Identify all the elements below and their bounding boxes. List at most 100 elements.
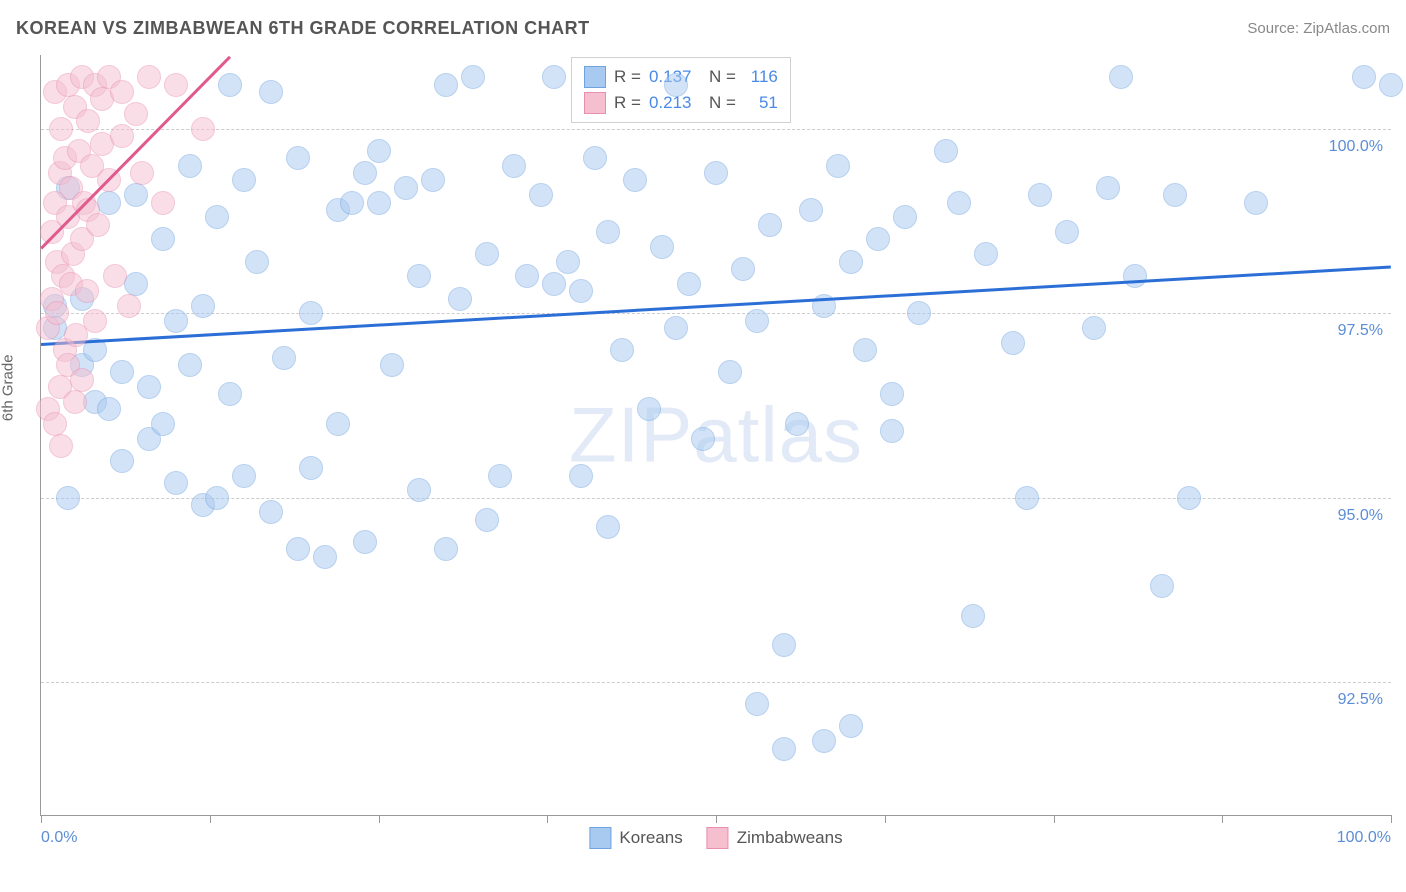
data-point — [812, 729, 836, 753]
data-point — [286, 146, 310, 170]
data-point — [178, 353, 202, 377]
data-point — [434, 537, 458, 561]
gridline — [41, 129, 1391, 130]
data-point — [45, 301, 69, 325]
data-point — [826, 154, 850, 178]
data-point — [799, 198, 823, 222]
data-point — [83, 309, 107, 333]
data-point — [758, 213, 782, 237]
y-tick-label: 92.5% — [1338, 691, 1383, 709]
x-tick — [210, 815, 211, 823]
x-tick-label: 0.0% — [41, 829, 77, 847]
data-point — [1109, 65, 1133, 89]
data-point — [218, 382, 242, 406]
data-point — [1096, 176, 1120, 200]
data-point — [974, 242, 998, 266]
data-point — [704, 161, 728, 185]
data-point — [461, 65, 485, 89]
data-point — [556, 250, 580, 274]
data-point — [772, 633, 796, 657]
data-point — [677, 272, 701, 296]
data-point — [164, 73, 188, 97]
data-point — [164, 471, 188, 495]
chart-title: KOREAN VS ZIMBABWEAN 6TH GRADE CORRELATI… — [16, 18, 590, 39]
data-point — [1244, 191, 1268, 215]
data-point — [259, 500, 283, 524]
data-point — [1123, 264, 1147, 288]
data-point — [353, 530, 377, 554]
data-point — [232, 464, 256, 488]
data-point — [934, 139, 958, 163]
data-point — [151, 227, 175, 251]
data-point — [1352, 65, 1376, 89]
data-point — [542, 272, 566, 296]
data-point — [718, 360, 742, 384]
data-point — [529, 183, 553, 207]
data-point — [569, 279, 593, 303]
data-point — [70, 368, 94, 392]
data-point — [205, 205, 229, 229]
data-point — [130, 161, 154, 185]
data-point — [117, 294, 141, 318]
data-point — [259, 80, 283, 104]
data-point — [124, 102, 148, 126]
data-point — [731, 257, 755, 281]
data-point — [664, 73, 688, 97]
data-point — [394, 176, 418, 200]
data-point — [475, 508, 499, 532]
scatter-plot: ZIPatlas R =0.137N =116R =0.213N =51 Kor… — [40, 55, 1391, 816]
data-point — [880, 382, 904, 406]
legend-swatch — [589, 827, 611, 849]
data-point — [772, 737, 796, 761]
legend-series: Koreans Zimbabweans — [589, 827, 842, 849]
data-point — [380, 353, 404, 377]
data-point — [1015, 486, 1039, 510]
data-point — [853, 338, 877, 362]
data-point — [637, 397, 661, 421]
data-point — [961, 604, 985, 628]
data-point — [245, 250, 269, 274]
watermark: ZIPatlas — [569, 390, 863, 481]
data-point — [191, 294, 215, 318]
data-point — [326, 412, 350, 436]
data-point — [313, 545, 337, 569]
data-point — [650, 235, 674, 259]
data-point — [1055, 220, 1079, 244]
data-point — [191, 117, 215, 141]
y-tick-label: 97.5% — [1338, 322, 1383, 340]
data-point — [1028, 183, 1052, 207]
chart-header: KOREAN VS ZIMBABWEAN 6TH GRADE CORRELATI… — [16, 18, 1390, 39]
data-point — [97, 397, 121, 421]
y-tick-label: 100.0% — [1329, 138, 1383, 156]
data-point — [1163, 183, 1187, 207]
x-tick — [716, 815, 717, 823]
x-tick — [1222, 815, 1223, 823]
x-tick — [1391, 815, 1392, 823]
data-point — [103, 264, 127, 288]
y-tick-label: 95.0% — [1338, 507, 1383, 525]
data-point — [893, 205, 917, 229]
gridline — [41, 313, 1391, 314]
data-point — [178, 154, 202, 178]
data-point — [367, 191, 391, 215]
data-point — [407, 264, 431, 288]
data-point — [110, 80, 134, 104]
data-point — [272, 346, 296, 370]
data-point — [434, 73, 458, 97]
data-point — [880, 419, 904, 443]
data-point — [623, 168, 647, 192]
legend-item: Koreans — [589, 827, 682, 849]
data-point — [596, 515, 620, 539]
data-point — [515, 264, 539, 288]
data-point — [866, 227, 890, 251]
data-point — [137, 65, 161, 89]
data-point — [907, 301, 931, 325]
trend-line — [41, 265, 1391, 345]
data-point — [151, 412, 175, 436]
data-point — [569, 464, 593, 488]
legend-item: Zimbabweans — [707, 827, 843, 849]
data-point — [86, 213, 110, 237]
data-point — [407, 478, 431, 502]
x-tick — [1054, 815, 1055, 823]
data-point — [164, 309, 188, 333]
